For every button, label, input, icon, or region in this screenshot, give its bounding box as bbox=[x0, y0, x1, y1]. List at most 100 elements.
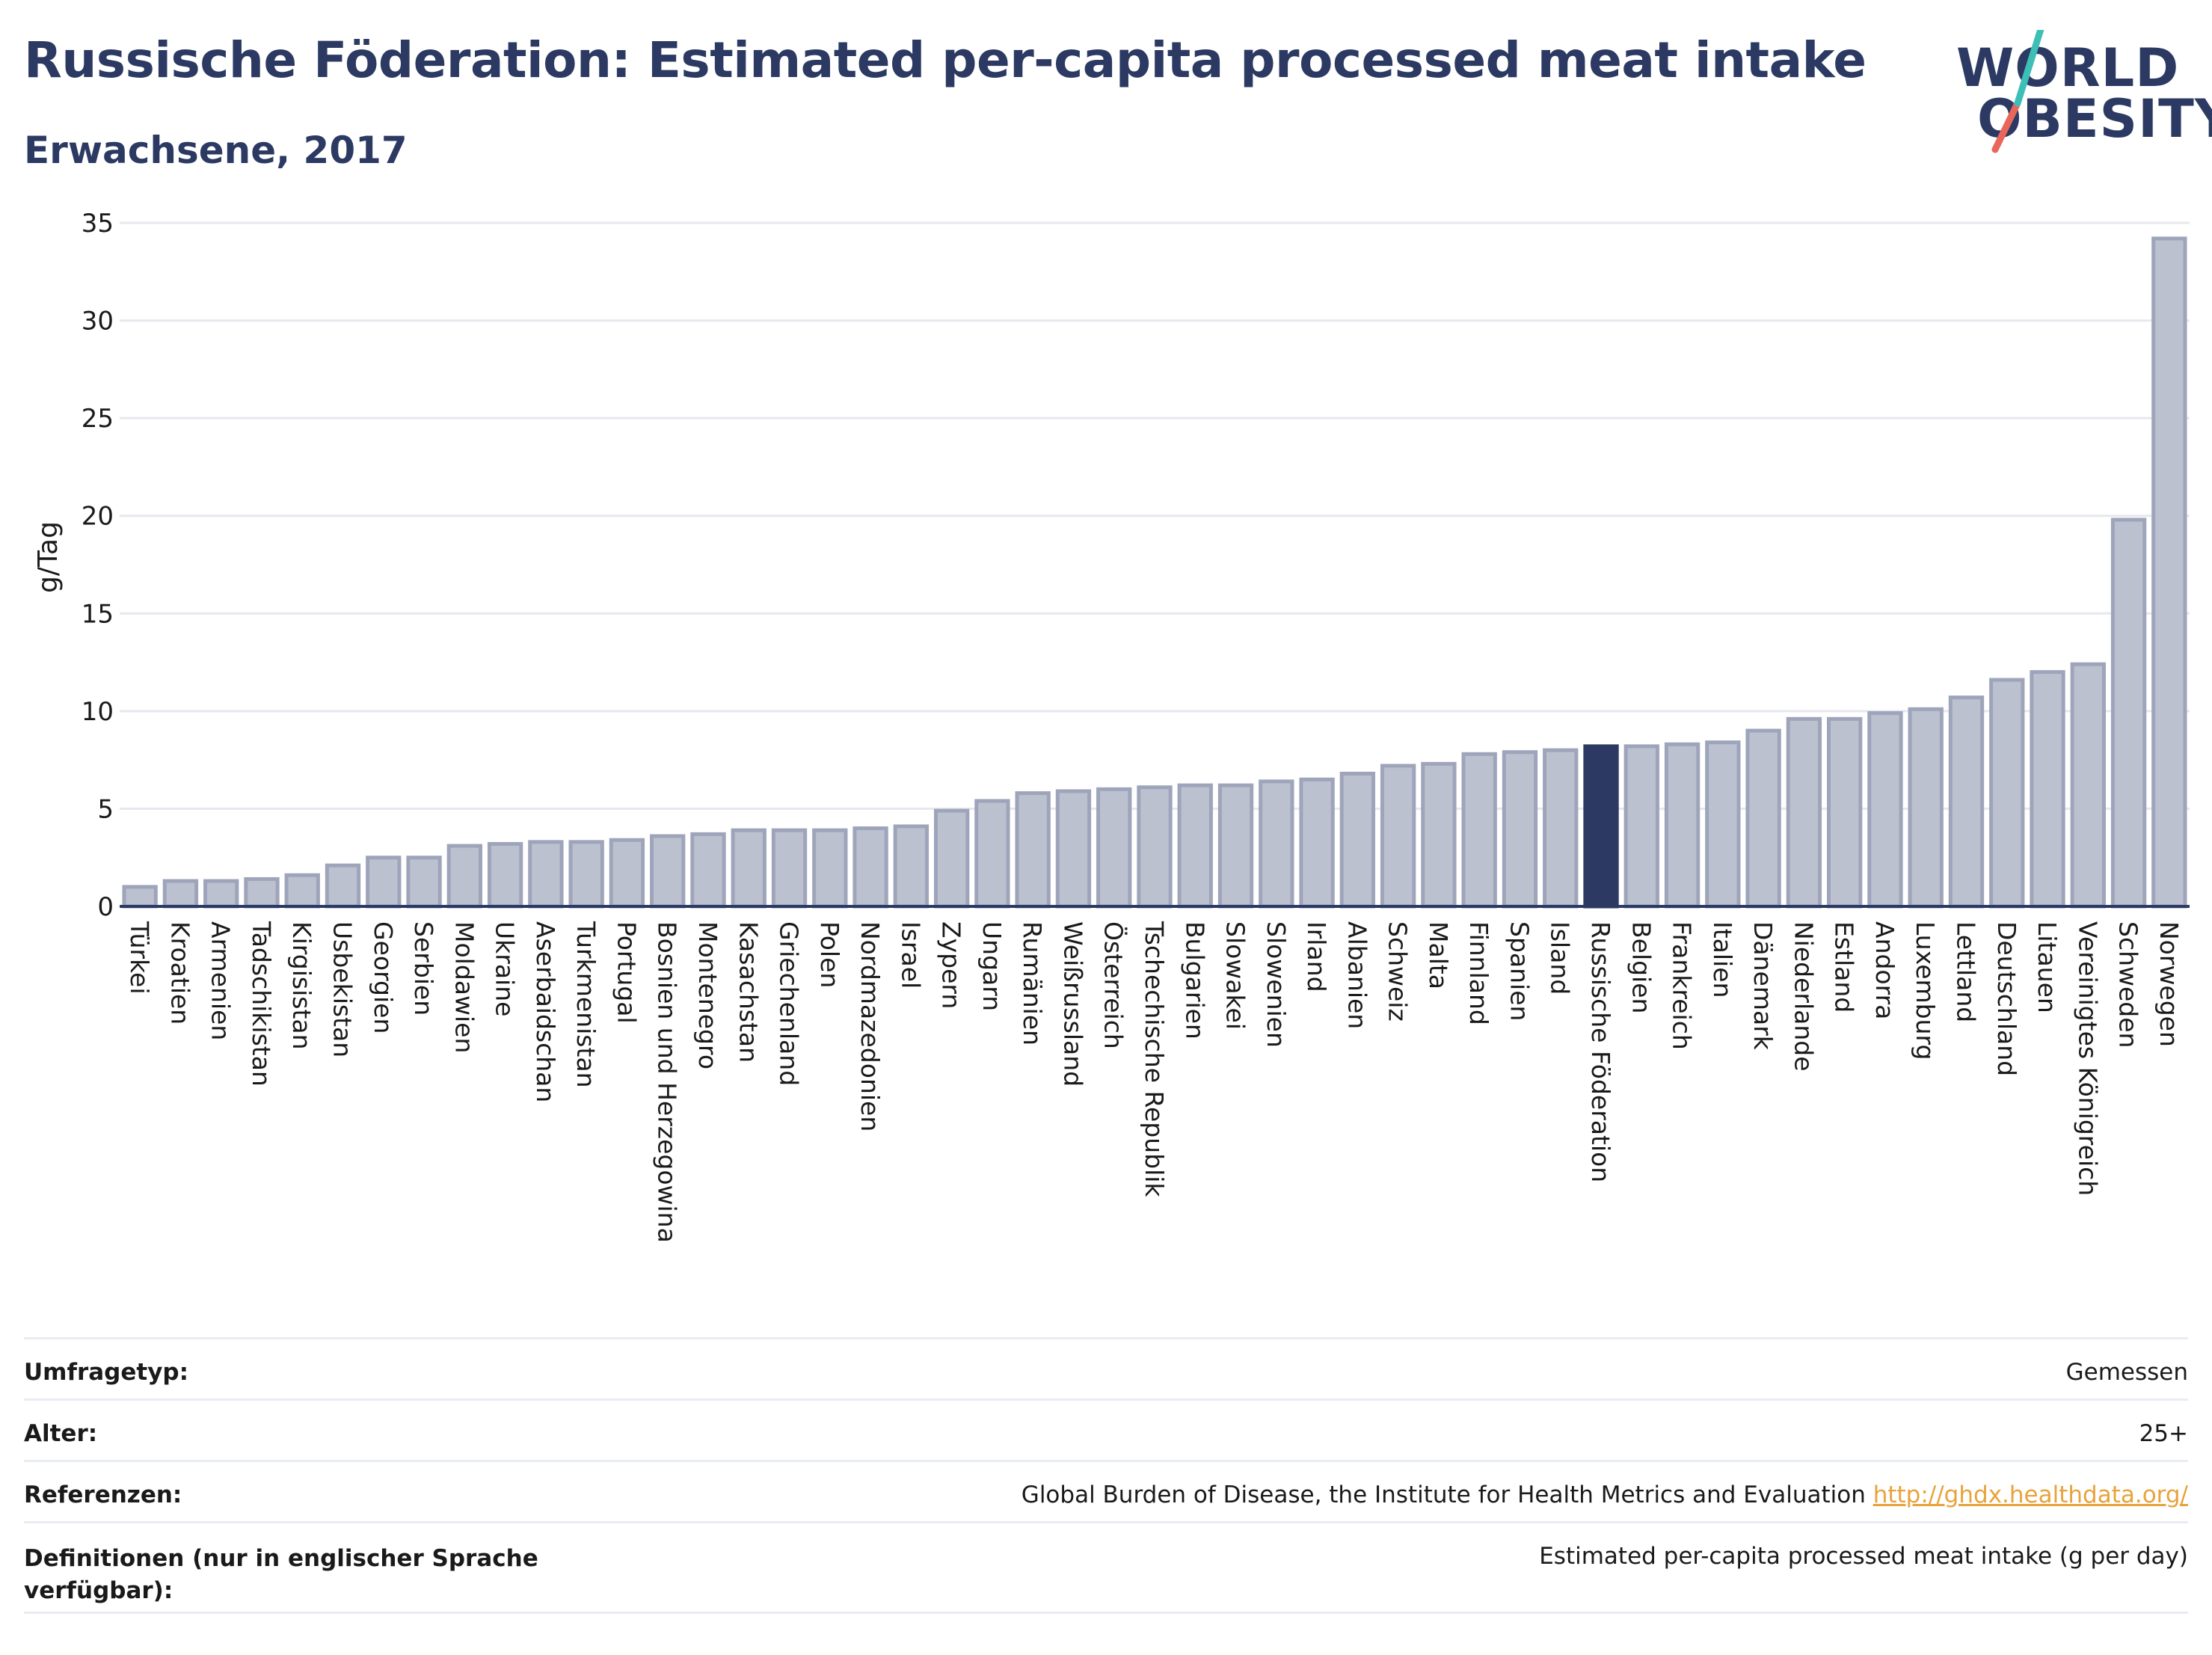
chart-subtitle: Erwachsene, 2017 bbox=[24, 129, 408, 172]
bar bbox=[1461, 752, 1497, 909]
y-tick-label: 10 bbox=[82, 697, 114, 727]
x-tick-label: Kirgisistan bbox=[287, 921, 316, 1050]
x-tick-label: Slowenien bbox=[1262, 921, 1291, 1048]
x-tick-label: Ungarn bbox=[977, 921, 1007, 1011]
bar bbox=[366, 856, 402, 909]
x-tick-label: Italien bbox=[1708, 921, 1737, 998]
info-row-definitions: Definitionen (nur in englischer Sprache … bbox=[24, 1521, 2188, 1614]
reference-link[interactable]: http://ghdx.healthdata.org/ bbox=[1872, 1481, 2188, 1508]
bar-chart: 0 5 10 15 20 25 30 35 g/Tag Türkei Kroatien Armenie… bbox=[33, 209, 2190, 1243]
x-tick-label: Portugal bbox=[612, 921, 641, 1024]
x-tick-label: Luxemburg bbox=[1911, 921, 1940, 1060]
bar bbox=[1015, 791, 1051, 909]
x-tick-label: Nordmazedonien bbox=[855, 921, 885, 1132]
logo-line1: WORLD bbox=[1956, 37, 2180, 99]
bar bbox=[1826, 716, 1863, 909]
bar bbox=[2070, 662, 2106, 909]
x-tick-label: Türkei bbox=[125, 921, 154, 995]
x-tick-label: Georgien bbox=[369, 921, 398, 1034]
x-tick-label: Dänemark bbox=[1748, 921, 1778, 1051]
info-row-references: Referenzen: Global Burden of Disease, th… bbox=[24, 1460, 2188, 1521]
x-tick-label: Kasachstan bbox=[734, 921, 763, 1063]
bar bbox=[1217, 783, 1254, 909]
x-tick-label: Polen bbox=[815, 921, 844, 988]
y-tick-label: 30 bbox=[82, 307, 114, 337]
bar bbox=[1908, 707, 1944, 909]
bar bbox=[528, 840, 564, 909]
bar bbox=[568, 840, 604, 909]
bar bbox=[974, 799, 1010, 909]
logo-slash-icon bbox=[1991, 30, 2044, 153]
x-tick-label: Russische Föderation bbox=[1586, 921, 1615, 1182]
info-label: Alter: bbox=[24, 1420, 98, 1447]
info-label: Definitionen (nur in englischer Sprache … bbox=[24, 1545, 538, 1605]
bar bbox=[1299, 777, 1335, 909]
x-tick-label: Kroatien bbox=[165, 921, 194, 1025]
bar bbox=[812, 828, 848, 909]
x-tick-label: Tadschikistan bbox=[247, 921, 276, 1087]
x-tick-label: Litauen bbox=[2033, 921, 2062, 1013]
x-tick-label: Slowakei bbox=[1221, 921, 1250, 1030]
bar bbox=[2030, 670, 2065, 909]
x-tick-label: Zypern bbox=[937, 921, 966, 1009]
bar bbox=[2151, 236, 2187, 909]
bar bbox=[1339, 771, 1376, 909]
x-tick-label: Serbien bbox=[409, 921, 438, 1016]
y-tick-label: 0 bbox=[97, 892, 114, 922]
bar bbox=[1705, 740, 1741, 909]
x-tick-label: Spanien bbox=[1505, 921, 1534, 1021]
bar bbox=[852, 826, 888, 909]
x-tick-label: Lettland bbox=[1951, 921, 1980, 1022]
x-tick-label: Rumänien bbox=[1018, 921, 1047, 1045]
bar bbox=[1664, 742, 1701, 909]
bar bbox=[1623, 744, 1659, 909]
x-tick-label: Griechenland bbox=[775, 921, 804, 1086]
x-tick-label: Montenegro bbox=[693, 921, 722, 1069]
x-tick-label: Malta bbox=[1424, 921, 1453, 989]
bar bbox=[162, 879, 199, 909]
world-obesity-logo: WORLD OBESITY bbox=[1952, 30, 2212, 157]
bar bbox=[122, 885, 158, 909]
x-tick-label: Aserbaidschan bbox=[531, 921, 560, 1102]
y-tick-label: 15 bbox=[82, 599, 114, 629]
bar bbox=[446, 844, 483, 909]
x-tick-label: Bulgarien bbox=[1180, 921, 1209, 1040]
bar bbox=[2110, 518, 2147, 909]
bar bbox=[1989, 678, 2025, 909]
bar bbox=[203, 879, 239, 909]
bar bbox=[284, 873, 320, 909]
bar bbox=[731, 828, 766, 909]
bar bbox=[1745, 728, 1781, 909]
bar bbox=[406, 856, 442, 909]
x-tick-label: Deutschland bbox=[1992, 921, 2021, 1076]
x-tick-label: Israel bbox=[896, 921, 925, 989]
bar bbox=[1177, 783, 1213, 909]
chart-title: Russische Föderation: Estimated per-capi… bbox=[24, 31, 1867, 89]
info-row-survey-type: Umfragetyp: Gemessen bbox=[24, 1337, 2188, 1398]
x-tick-label: Schweden bbox=[2114, 921, 2143, 1048]
info-value: 25+ bbox=[2139, 1420, 2188, 1447]
x-tick-label: Armenien bbox=[206, 921, 236, 1040]
bar bbox=[1867, 710, 1903, 909]
x-tick-label: Moldawien bbox=[449, 921, 479, 1053]
info-value: Estimated per-capita processed meat inta… bbox=[1539, 1543, 2188, 1570]
bar bbox=[609, 838, 645, 909]
y-axis-label: g/Tag bbox=[33, 521, 64, 593]
bar bbox=[244, 876, 280, 909]
bar bbox=[893, 824, 930, 909]
bar bbox=[1502, 750, 1538, 909]
y-tick-label: 25 bbox=[82, 404, 114, 434]
x-tick-label: Schweiz bbox=[1383, 921, 1413, 1022]
y-tick-label: 20 bbox=[82, 502, 114, 532]
info-value: Global Burden of Disease, the Institute … bbox=[1021, 1481, 2188, 1508]
x-tick-label: Andorra bbox=[1870, 921, 1899, 1019]
info-row-age: Alter: 25+ bbox=[24, 1398, 2188, 1460]
reference-text: Global Burden of Disease, the Institute … bbox=[1021, 1481, 1866, 1508]
bar bbox=[650, 834, 686, 909]
bar bbox=[1543, 748, 1579, 909]
x-tick-label: Weißrussland bbox=[1058, 921, 1087, 1087]
bar bbox=[1259, 779, 1294, 909]
info-table: Umfragetyp: Gemessen Alter: 25+ Referenz… bbox=[24, 1337, 2188, 1614]
x-tick-label: Island bbox=[1546, 921, 1575, 995]
info-value: Gemessen bbox=[2065, 1359, 2188, 1386]
